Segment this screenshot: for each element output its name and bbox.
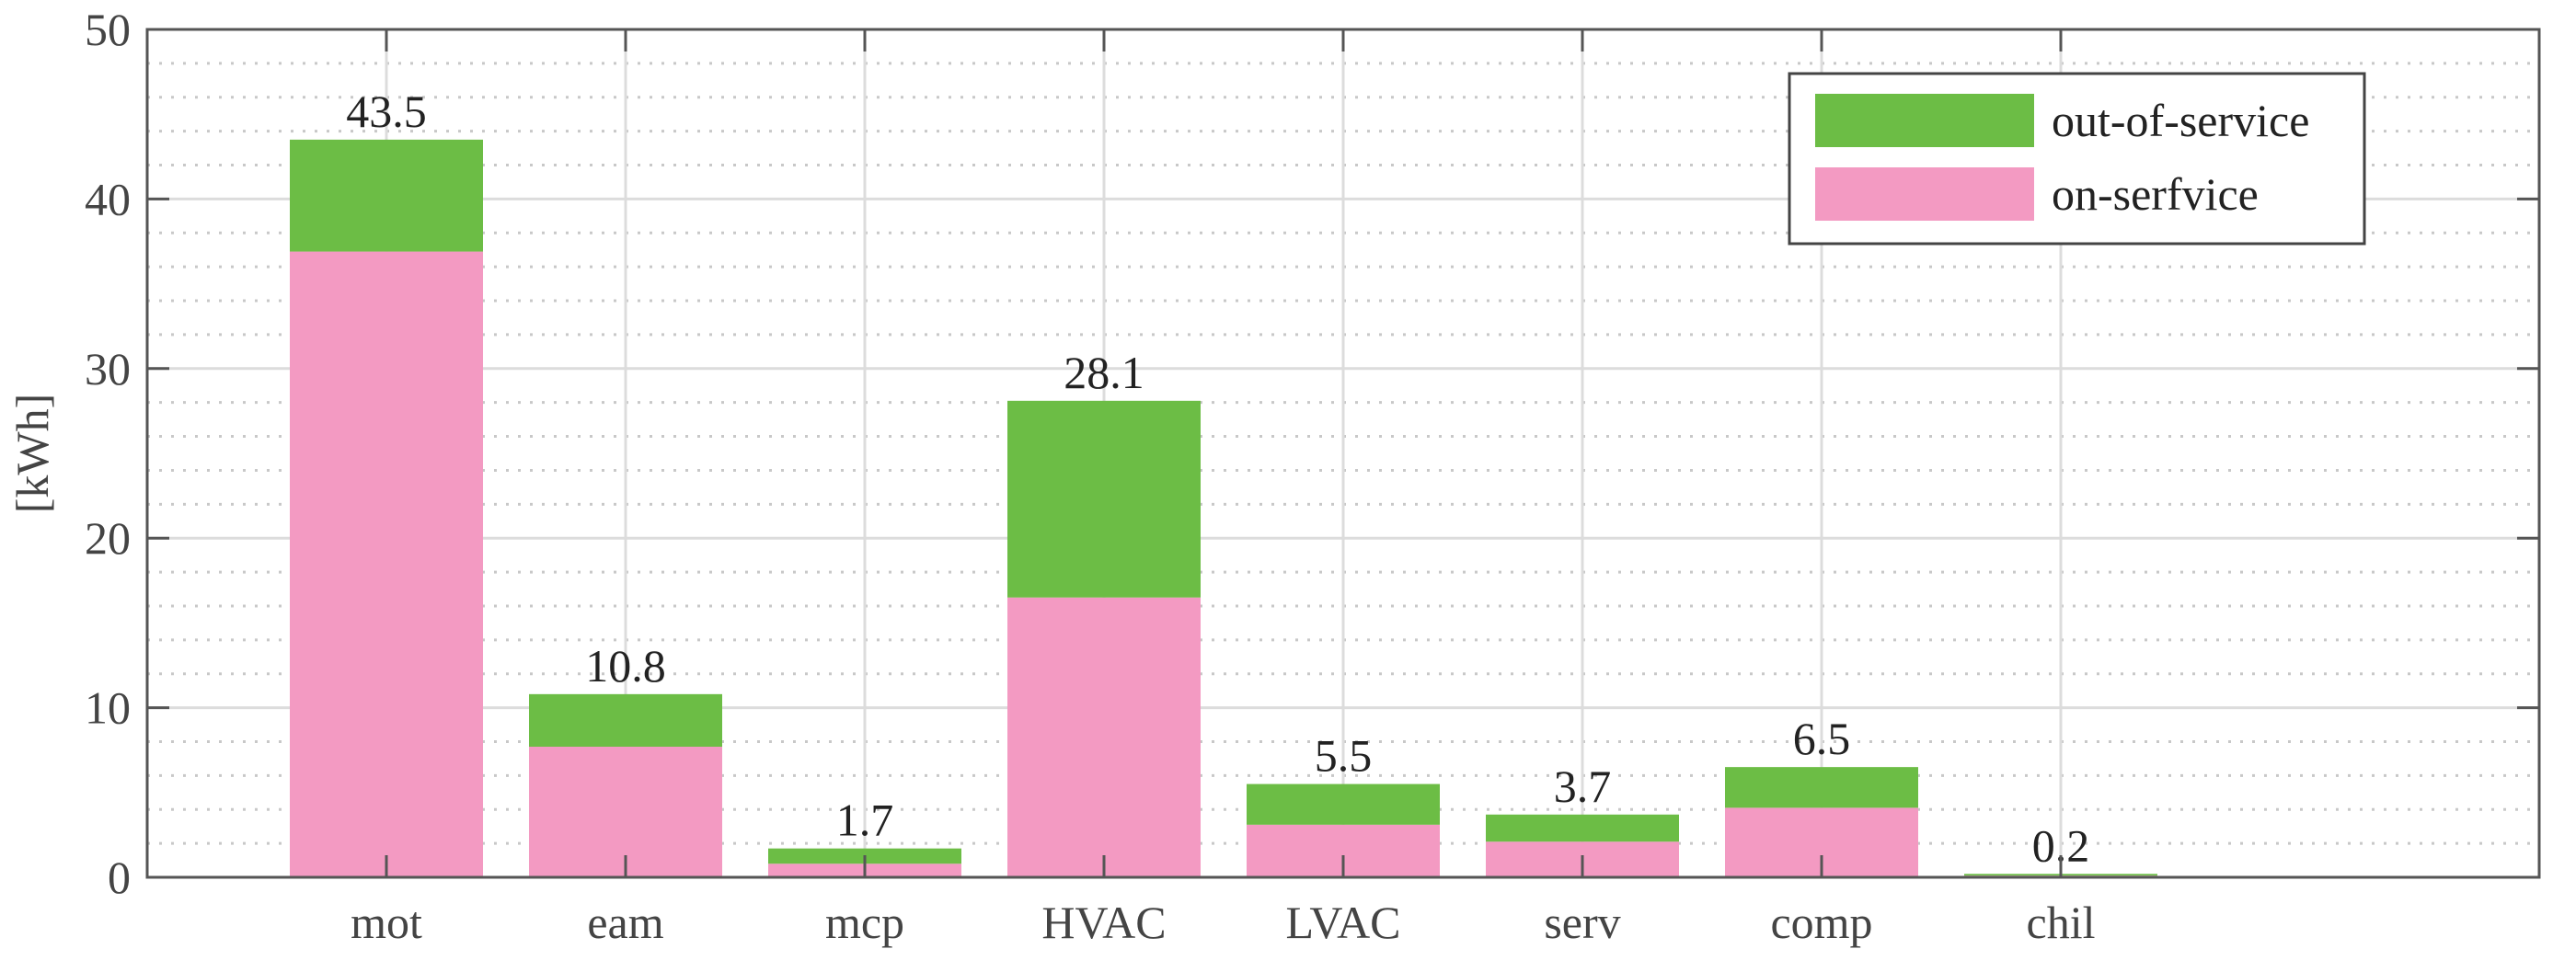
y-tick-label: 0 (108, 852, 131, 903)
y-tick-label: 30 (85, 343, 131, 395)
bar-serv-out-of-service (1486, 814, 1679, 842)
x-tick-label-HVAC: HVAC (1041, 897, 1166, 948)
data-label-mot: 43.5 (346, 86, 427, 137)
data-label-comp: 6.5 (1793, 713, 1851, 764)
x-tick-label-chil: chil (2027, 897, 2096, 948)
x-tick-label-LVAC: LVAC (1285, 897, 1400, 948)
y-tick-label: 50 (85, 4, 131, 55)
y-axis-label: [kWh] (6, 394, 58, 514)
legend-swatch-on-serfvice (1815, 167, 2034, 221)
legend: out-of-service on-serfvice (1788, 72, 2366, 246)
legend-label-out-of-service: out-of-service (2052, 95, 2309, 146)
bar-comp-out-of-service (1725, 767, 1918, 808)
data-label-serv: 3.7 (1554, 760, 1612, 812)
bar-eam-out-of-service (529, 693, 722, 748)
legend-label-on-serfvice: on-serfvice (2052, 168, 2259, 220)
bar-HVAC-out-of-service (1007, 400, 1201, 598)
axes: 0 10 20 30 40 50 mot eam mcp HVAC LVAC serv comp chil (85, 4, 2541, 948)
data-label-HVAC: 28.1 (1064, 347, 1144, 398)
bars (290, 139, 2157, 878)
x-tick-label-mot: mot (351, 897, 422, 948)
bar-mot-on-serfvice (290, 251, 483, 878)
bar-mot-out-of-service (290, 139, 483, 252)
data-label-mcp: 1.7 (836, 795, 894, 846)
bar-LVAC-out-of-service (1247, 783, 1440, 825)
bar-HVAC-on-serfvice (1007, 597, 1201, 877)
data-label-LVAC: 5.5 (1315, 730, 1373, 782)
y-tick-label: 10 (85, 682, 131, 734)
legend-swatch-out-of-service (1815, 94, 2034, 147)
data-label-eam: 10.8 (585, 640, 666, 692)
x-tick-label-comp: comp (1770, 897, 1872, 948)
x-tick-label-mcp: mcp (825, 897, 904, 948)
data-labels: 43.510.81.728.15.53.76.50.2 (346, 86, 2089, 871)
y-tick-label: 40 (85, 173, 131, 224)
y-tick-label: 20 (85, 512, 131, 564)
x-tick-label-serv: serv (1544, 897, 1620, 948)
x-tick-label-eam: eam (587, 897, 663, 948)
